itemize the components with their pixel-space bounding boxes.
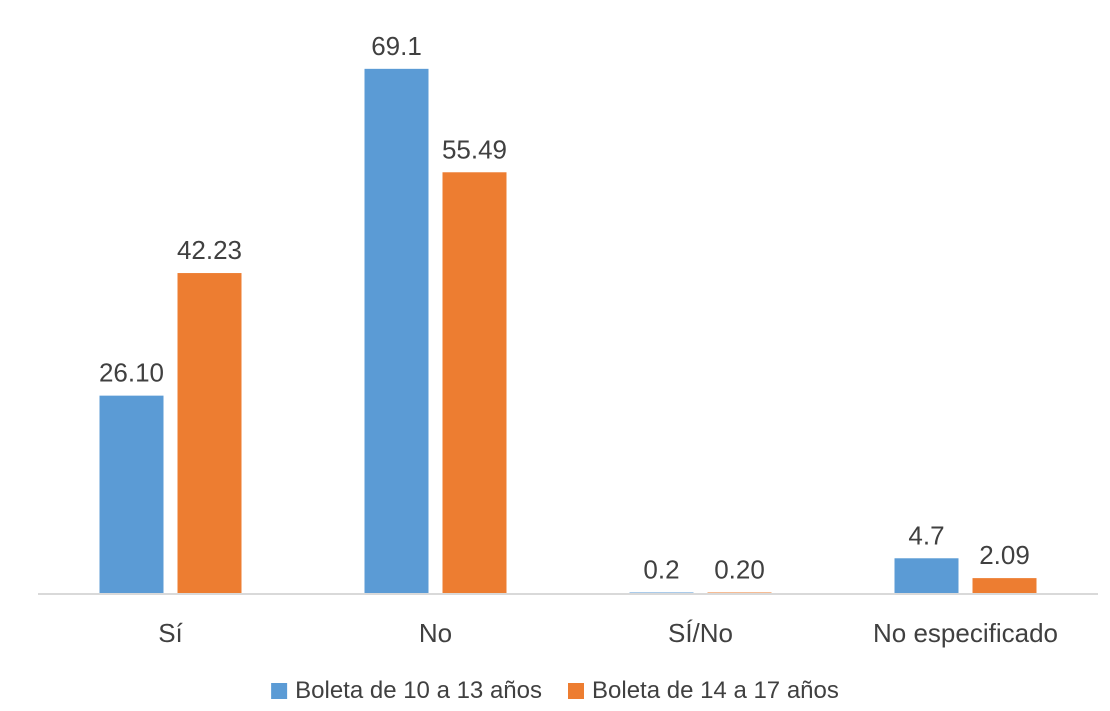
data-label-si-no-series-1: 0.2 — [643, 554, 679, 584]
data-label-si-series-1: 26.10 — [99, 358, 164, 388]
legend: Boleta de 10 a 13 años Boleta de 14 a 17 … — [271, 677, 839, 704]
category-labels: Sí No SÍ/No No especificado — [158, 618, 1058, 648]
bar-no-especificado-series-1 — [894, 558, 959, 594]
bar-si-series-1 — [99, 395, 164, 594]
legend-swatch-series-2 — [568, 683, 584, 699]
legend-label-series-2: Boleta de 14 a 17 años — [592, 677, 839, 704]
category-label-si: Sí — [158, 618, 183, 648]
data-label-no-series-1: 69.1 — [371, 31, 422, 61]
data-label-no-especificado-series-2: 2.09 — [979, 540, 1030, 570]
bar-no-series-2 — [442, 172, 507, 594]
legend-item-series-2: Boleta de 14 a 17 años — [568, 677, 839, 704]
legend-item-series-1: Boleta de 10 a 13 años — [271, 677, 542, 704]
bar-no-especificado-series-2 — [972, 578, 1037, 594]
category-label-no: No — [419, 618, 452, 648]
bar-si-series-2 — [177, 273, 242, 594]
legend-swatch-series-1 — [271, 683, 288, 699]
data-label-si-no-series-2: 0.20 — [714, 554, 765, 584]
data-label-no-series-2: 55.49 — [442, 134, 507, 164]
category-label-no-especificado: No especificado — [873, 618, 1058, 648]
data-labels-layer: 26.10 42.23 69.1 55.49 0.2 0.20 4.7 2.09 — [99, 31, 1030, 585]
bar-no-series-1 — [364, 68, 429, 595]
bars-layer — [99, 68, 1037, 595]
data-label-no-especificado-series-1: 4.7 — [908, 520, 944, 550]
legend-label-series-1: Boleta de 10 a 13 años — [295, 677, 542, 704]
category-label-si-no: SÍ/No — [668, 618, 733, 648]
data-label-si-series-2: 42.23 — [177, 235, 242, 265]
